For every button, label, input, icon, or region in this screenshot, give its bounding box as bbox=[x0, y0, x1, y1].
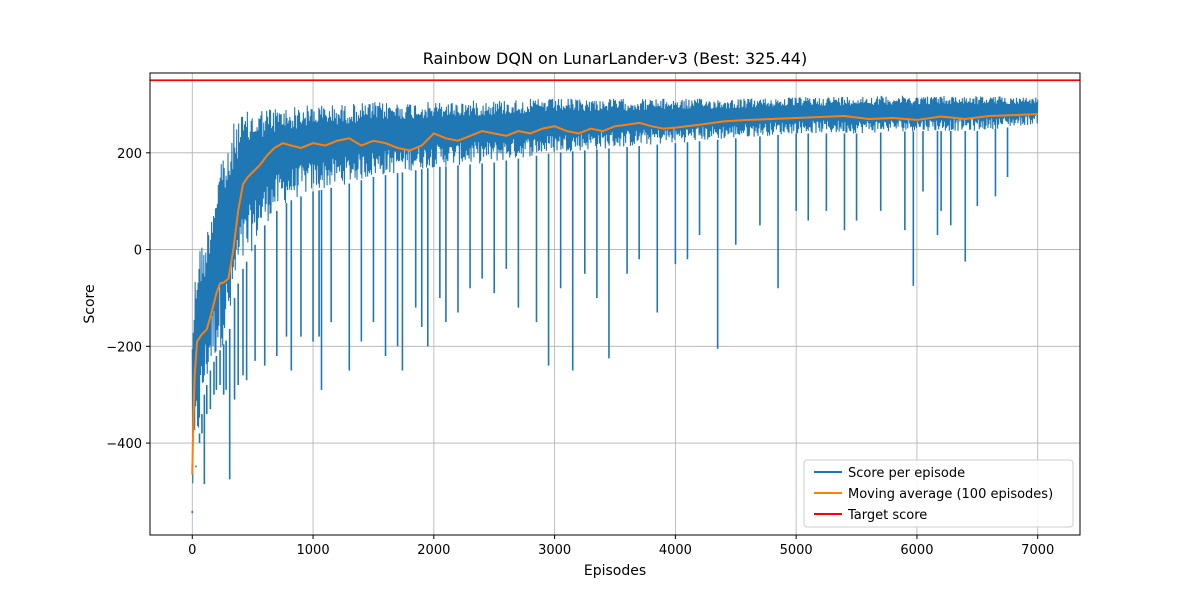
y-tick-label: 200 bbox=[117, 147, 142, 162]
y-axis-label: Score bbox=[82, 284, 98, 323]
legend: Score per episode Moving average (100 epi… bbox=[803, 459, 1074, 528]
x-tick-label: 4000 bbox=[659, 543, 692, 558]
x-tick-label: 1000 bbox=[297, 543, 330, 558]
plot-frame bbox=[149, 72, 1081, 536]
x-tick-label: 0 bbox=[188, 543, 196, 558]
x-tick-label: 7000 bbox=[1021, 543, 1054, 558]
x-tick-label: 5000 bbox=[780, 543, 813, 558]
legend-box bbox=[803, 459, 1074, 528]
y-tick-label: −400 bbox=[106, 437, 142, 452]
legend-label: Score per episode bbox=[848, 466, 965, 481]
x-tick-label: 3000 bbox=[538, 543, 571, 558]
x-axis-label: Episodes bbox=[584, 563, 646, 579]
score-series-line bbox=[191, 95, 1039, 484]
moving-average-line bbox=[191, 113, 1038, 475]
y-tick-label: 0 bbox=[134, 244, 142, 259]
x-tick-label: 2000 bbox=[417, 543, 450, 558]
x-tick-label: 6000 bbox=[900, 543, 933, 558]
chart-title: Rainbow DQN on LunarLander-v3 (Best: 325… bbox=[423, 49, 807, 68]
y-axis: −400 −200 0 200 bbox=[106, 147, 150, 452]
legend-label: Target score bbox=[847, 508, 927, 523]
plot-area bbox=[150, 79, 1080, 514]
x-axis: 0 1000 2000 3000 4000 5000 6000 7000 bbox=[188, 535, 1054, 558]
y-tick-label: −200 bbox=[106, 340, 142, 355]
legend-label: Moving average (100 episodes) bbox=[848, 487, 1053, 502]
